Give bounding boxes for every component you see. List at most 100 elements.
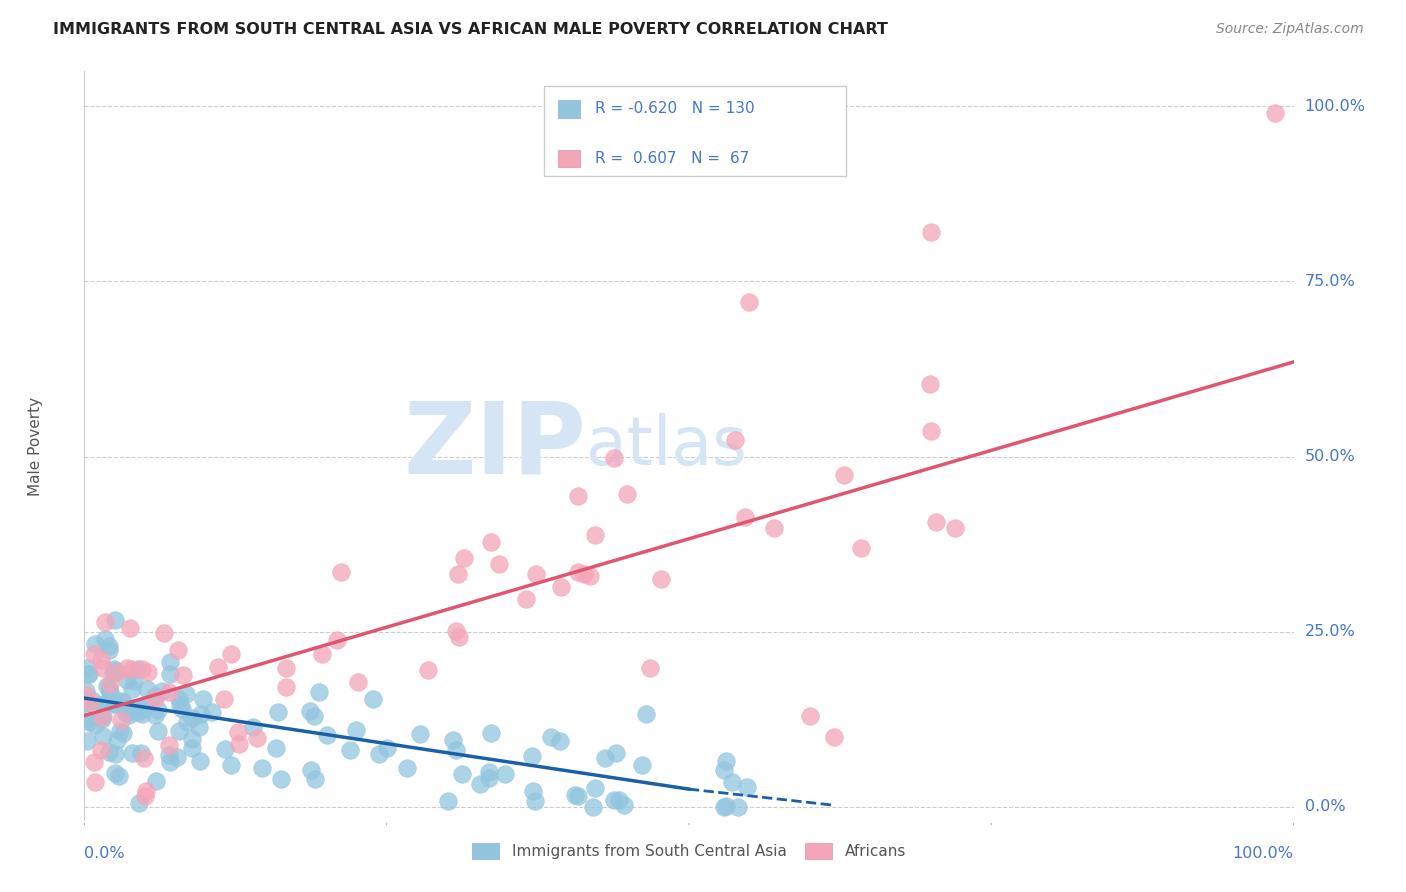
Point	[104, 765, 127, 780]
Point	[96, 679, 118, 693]
Point	[582, 799, 605, 814]
Point	[104, 613, 127, 627]
Point	[136, 681, 159, 696]
Point	[128, 797, 150, 811]
Point	[450, 767, 472, 781]
Point	[103, 664, 125, 678]
Point	[603, 793, 626, 807]
FancyBboxPatch shape	[544, 87, 846, 177]
Point	[478, 772, 501, 786]
Point	[98, 677, 121, 691]
Text: 25.0%: 25.0%	[1305, 624, 1355, 639]
Point	[129, 746, 152, 760]
Point	[453, 551, 475, 566]
Point	[167, 643, 190, 657]
Point	[136, 665, 159, 680]
Point	[80, 692, 103, 706]
Point	[91, 712, 114, 726]
Point	[734, 510, 756, 524]
Point	[145, 774, 167, 789]
Point	[77, 667, 100, 681]
Point	[762, 521, 785, 535]
Point	[121, 662, 143, 676]
Point	[91, 697, 114, 711]
Point	[107, 732, 129, 747]
Point	[117, 661, 139, 675]
Point	[159, 667, 181, 681]
Point	[108, 768, 131, 782]
Point	[270, 772, 292, 786]
Point	[605, 747, 627, 761]
Point	[444, 624, 467, 639]
Point	[169, 698, 191, 713]
Point	[101, 666, 124, 681]
Point	[567, 789, 589, 803]
Point	[159, 656, 181, 670]
Point	[207, 660, 229, 674]
Point	[1264, 106, 1286, 120]
Point	[90, 653, 112, 667]
Point	[550, 580, 572, 594]
Point	[83, 756, 105, 770]
Point	[326, 633, 349, 648]
Point	[91, 729, 114, 743]
Point	[180, 740, 202, 755]
Point	[631, 758, 654, 772]
Point	[567, 489, 589, 503]
Point	[157, 748, 180, 763]
Point	[572, 566, 595, 581]
Point	[315, 728, 337, 742]
Point	[108, 724, 131, 739]
Point	[148, 703, 170, 717]
Point	[118, 707, 141, 722]
Point	[145, 708, 167, 723]
Point	[131, 662, 153, 676]
Point	[212, 692, 235, 706]
Point	[616, 487, 638, 501]
Point	[115, 706, 138, 721]
Point	[242, 720, 264, 734]
Point	[91, 661, 114, 675]
Text: 0.0%: 0.0%	[84, 846, 125, 861]
Point	[79, 695, 101, 709]
Point	[219, 647, 242, 661]
Point	[524, 566, 547, 581]
Text: 75.0%: 75.0%	[1305, 274, 1355, 289]
Point	[94, 632, 117, 646]
Point	[174, 687, 197, 701]
Point	[943, 521, 966, 535]
Point	[98, 642, 121, 657]
Point	[714, 754, 737, 768]
Point	[593, 751, 616, 765]
Text: 0.0%: 0.0%	[1305, 799, 1346, 814]
Point	[103, 662, 125, 676]
Point	[228, 737, 250, 751]
Point	[167, 692, 190, 706]
Point	[132, 702, 155, 716]
Point	[918, 376, 941, 391]
Text: Source: ZipAtlas.com: Source: ZipAtlas.com	[1216, 22, 1364, 37]
Point	[83, 647, 105, 661]
Point	[714, 799, 737, 814]
Point	[250, 761, 273, 775]
Point	[76, 734, 98, 748]
Point	[479, 535, 502, 549]
Point	[515, 592, 537, 607]
Point	[375, 740, 398, 755]
Point	[567, 566, 589, 580]
Point	[339, 743, 361, 757]
Point	[76, 712, 98, 726]
Point	[924, 515, 946, 529]
Point	[135, 698, 157, 713]
Point	[329, 565, 352, 579]
Point	[409, 726, 432, 740]
Point	[221, 758, 243, 772]
Point	[727, 799, 749, 814]
Point	[75, 688, 97, 702]
Point	[188, 720, 211, 734]
Point	[650, 572, 672, 586]
Point	[132, 751, 155, 765]
Point	[524, 794, 547, 808]
Text: 100.0%: 100.0%	[1233, 846, 1294, 861]
Point	[267, 705, 290, 719]
